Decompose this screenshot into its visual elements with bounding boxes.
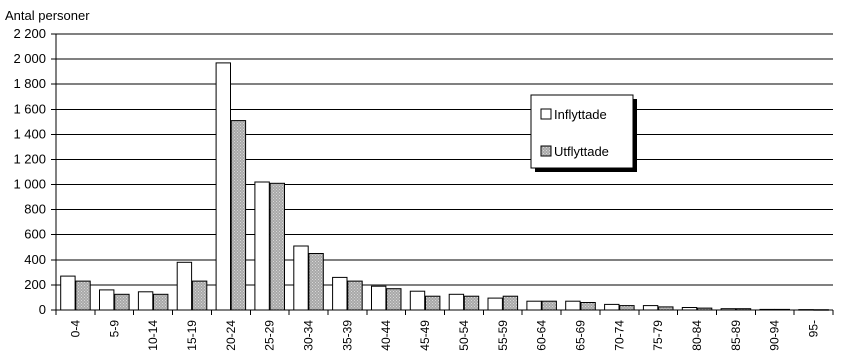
bar-inflyttade-10-14 [137, 291, 154, 311]
bar-utflyttade-30-34 [308, 253, 324, 311]
x-tick-label: 70-74 [612, 320, 626, 351]
legend-label-utflyttade: Utflyttade [554, 144, 609, 159]
bar-inflyttade-25-29 [254, 181, 270, 311]
bar-inflyttade-35-39 [332, 276, 348, 311]
x-tick-label: 65-69 [573, 320, 587, 351]
legend-label-inflyttade: Inflyttade [554, 107, 607, 122]
bar-inflyttade-55-59 [487, 297, 503, 311]
y-tick-labels: 0 200 400 600 800 1 000 1 200 1 400 1 600 1 800 2 … [13, 26, 46, 317]
x-tick-label: 55-59 [496, 320, 510, 351]
bar-utflyttade-15-19 [191, 280, 208, 311]
bar-inflyttade-0-4 [60, 275, 76, 311]
bar-inflyttade-50-54 [448, 293, 465, 311]
gridlines [56, 33, 833, 286]
bar-inflyttade-60-64 [526, 300, 542, 311]
bar-inflyttade-65-69 [565, 300, 581, 311]
bar-inflyttade-70-74 [604, 303, 620, 311]
bar-utflyttade-10-14 [153, 293, 169, 311]
y-tick-label: 1 400 [13, 126, 46, 141]
bar-utflyttade-40-44 [386, 288, 402, 311]
bar-inflyttade-15-19 [176, 261, 193, 311]
x-tick-label: 90-94 [768, 320, 782, 351]
bar-utflyttade-45-49 [425, 295, 441, 311]
y-tick-label: 800 [24, 202, 46, 217]
x-tick-label: 30-34 [302, 320, 316, 351]
bar-utflyttade-25-29 [269, 182, 286, 311]
y-tick-label: 1 600 [13, 101, 46, 116]
bar-utflyttade-35-39 [347, 280, 363, 311]
bar-utflyttade-60-64 [541, 300, 557, 311]
y-axis-label: Antal personer [5, 8, 90, 23]
bars [60, 62, 829, 311]
bar-utflyttade-50-54 [463, 295, 480, 311]
x-tick-label: 75-79 [651, 320, 665, 351]
y-tick-label: 1 200 [13, 151, 46, 166]
x-tick-label: 45-49 [418, 320, 432, 351]
axes [51, 33, 834, 315]
bar-inflyttade-40-44 [371, 285, 387, 311]
bar-utflyttade-0-4 [75, 280, 91, 311]
bar-inflyttade-20-24 [215, 62, 232, 311]
y-tick-label: 2 200 [13, 26, 46, 41]
x-tick-label: 15-19 [185, 320, 199, 351]
x-tick-label: 40-44 [379, 320, 393, 351]
bar-utflyttade-55-59 [502, 295, 519, 311]
y-tick-label: 0 [39, 302, 46, 317]
y-tick-label: 1 800 [13, 76, 46, 91]
x-tick-label: 5-9 [107, 320, 121, 338]
bar-utflyttade-5-9 [114, 293, 130, 311]
legend-swatch-inflyttade [540, 108, 552, 120]
legend-swatch-utflyttade [540, 145, 552, 157]
y-tick-label: 600 [24, 227, 46, 242]
x-tick-label: 80-84 [690, 320, 704, 351]
x-tick-labels: 0-4 5-9 10-14 15-19 20-24 25-29 30-34 35-39 40-4… [68, 320, 820, 351]
bar-inflyttade-30-34 [293, 245, 309, 311]
y-tick-label: 400 [24, 252, 46, 267]
bar-inflyttade-5-9 [99, 289, 115, 311]
x-tick-label: 60-64 [535, 320, 549, 351]
y-tick-label: 200 [24, 277, 46, 292]
y-tick-label: 1 000 [13, 177, 46, 192]
x-tick-label: 25-29 [263, 320, 277, 351]
x-tick-label: 95- [807, 320, 821, 337]
x-tick-label: 20-24 [224, 320, 238, 351]
x-tick-label: 85-89 [729, 320, 743, 351]
bar-utflyttade-65-69 [580, 302, 596, 311]
x-tick-label: 10-14 [146, 320, 160, 351]
x-tick-label: 0-4 [68, 320, 82, 338]
x-tick-label: 35-39 [340, 320, 354, 351]
bar-inflyttade-45-49 [409, 290, 426, 311]
legend: Inflyttade Utflyttade [530, 94, 637, 172]
bar-utflyttade-70-74 [619, 305, 635, 311]
x-tick-label: 50-54 [457, 320, 471, 351]
y-tick-label: 2 000 [13, 51, 46, 66]
bar-utflyttade-20-24 [230, 120, 247, 311]
bar-inflyttade-75-79 [642, 305, 659, 311]
